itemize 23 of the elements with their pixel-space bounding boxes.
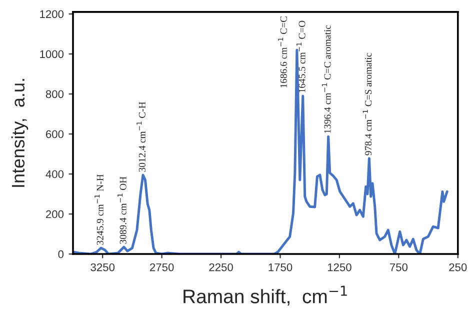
annotation: 3245.9 cm$^{−1}$ N-H: [94, 174, 104, 245]
x-axis-title: Raman shift, cm$^{−1}$: [184, 286, 347, 306]
y-tick-label: 1200: [40, 10, 64, 18]
y-tick-label: 0: [58, 250, 64, 258]
annotation: 978.4 cm$^{−1}$ C=S aromatic: [362, 53, 372, 156]
annotation: 1645.5 cm$^{−1}$ C=O: [296, 20, 306, 92]
annotation: 1396.4 cm$^{−1}$ C=C aromatic: [322, 25, 331, 133]
y-tick-label: 800: [46, 90, 64, 98]
annotation: 1686.6 cm$^{−1}$ C=C: [278, 16, 287, 88]
x-tick-label: 2750: [150, 263, 174, 272]
x-tick-label: 250: [449, 263, 467, 272]
annotation: 3012.4 cm$^{−1}$ C-H: [136, 102, 146, 172]
x-tick-label: 3250: [90, 263, 115, 272]
y-tick-label: 600: [46, 130, 64, 138]
y-tick-label: 1000: [40, 50, 64, 58]
y-tick-label: 400: [46, 170, 64, 178]
y-tick-label: 200: [46, 210, 64, 218]
x-tick-label: 2250: [209, 263, 233, 272]
x-tick-label: 1250: [328, 263, 352, 272]
x-tick-label: 750: [390, 263, 408, 272]
annotation: 3089.4 cm$^{−1}$ OH: [118, 176, 126, 244]
y-axis-title: Intensity, a.u.: [11, 79, 28, 187]
x-tick-label: 1750: [268, 263, 292, 272]
